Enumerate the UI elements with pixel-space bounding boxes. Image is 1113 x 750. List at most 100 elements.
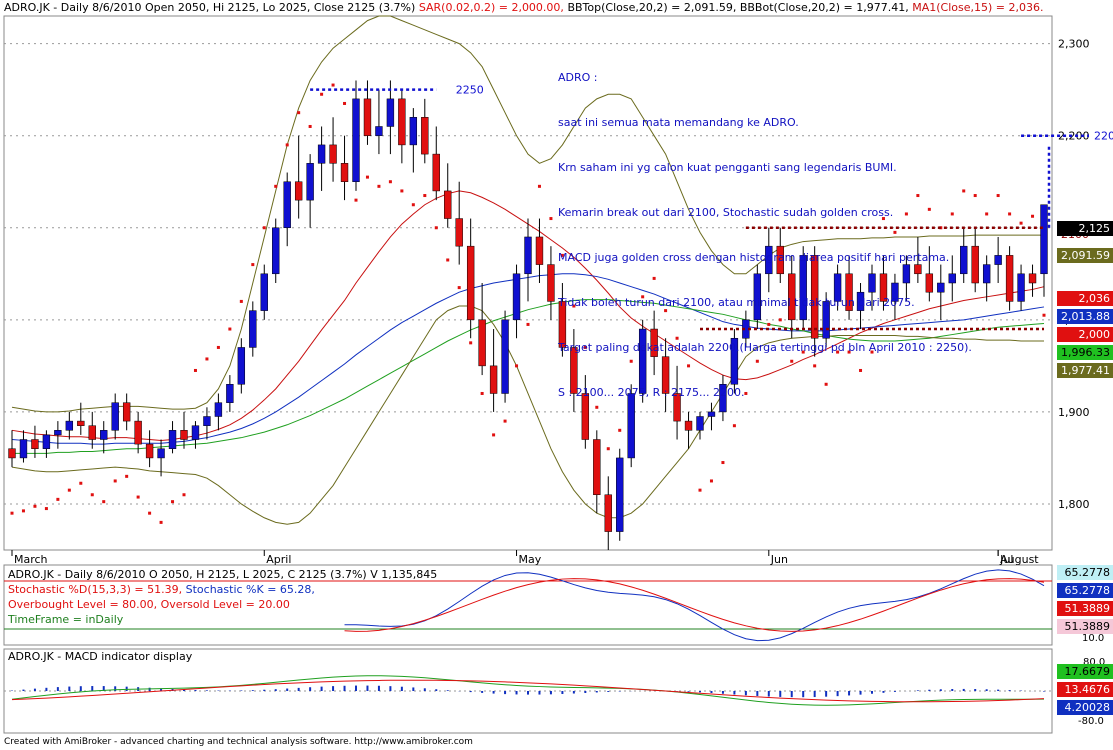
candle-body	[489, 365, 498, 394]
sar-dot	[721, 461, 725, 465]
candle-body	[765, 245, 773, 275]
sar-dot	[148, 511, 152, 515]
price-panel-frame	[3, 15, 1053, 551]
sar-dot	[859, 368, 863, 372]
candle-body	[386, 98, 395, 127]
sar-dot	[515, 364, 519, 368]
candle-body	[902, 264, 911, 284]
candle-body	[31, 439, 39, 449]
stoch-k: Stochastic %K = 65.28,	[185, 583, 315, 596]
sar-dot	[136, 495, 140, 499]
candle-body	[673, 393, 681, 422]
sar-dot	[583, 345, 587, 349]
stoch-levels: Overbought Level = 80.00, Oversold Level…	[8, 598, 290, 611]
candle-body	[375, 126, 383, 136]
sar-dot	[813, 364, 817, 368]
sar-dot	[904, 212, 908, 216]
macd-axis-top: 80.0	[1083, 657, 1106, 668]
candle-body	[42, 434, 51, 449]
sar-dot	[251, 263, 255, 267]
candle-body	[581, 393, 590, 440]
candle-body	[237, 347, 246, 385]
candle-body	[249, 310, 257, 348]
sar-dot	[732, 424, 736, 428]
sar-dot	[767, 322, 771, 326]
candle-body	[696, 416, 704, 431]
sar-dot	[320, 92, 324, 96]
badge-bbbot: 1,977.41	[1057, 363, 1113, 378]
sar-dot	[526, 322, 530, 326]
candle-body	[570, 347, 578, 394]
series-line	[11, 305, 1044, 525]
series-line	[11, 15, 1044, 413]
sar-dot	[400, 189, 404, 193]
macd-line	[11, 675, 1045, 706]
candle-body	[77, 420, 85, 426]
sar-dot	[537, 184, 541, 188]
candle-body	[432, 153, 440, 192]
badge-ma: 2,036	[1057, 291, 1113, 306]
stoch-values: Stochastic %D(15,3,3) = 51.39, Stochasti…	[8, 583, 315, 596]
sar-dot	[744, 391, 748, 395]
sar-dot	[1031, 214, 1035, 218]
candle-body	[891, 282, 899, 302]
note-line: ADRO :	[558, 71, 598, 84]
candle-body	[122, 402, 131, 422]
sar-dot	[469, 341, 473, 345]
note-line: Tidak boleh turun dari 2100, atau minima…	[558, 296, 915, 309]
sar-dot	[446, 258, 450, 262]
stoch-badge-3: 51.3889	[1057, 601, 1113, 616]
sar-dot	[503, 419, 507, 423]
stoch-panel-frame	[3, 564, 1053, 646]
sar-dot	[171, 500, 175, 504]
candle-body	[168, 430, 177, 449]
price-tick-label: 1,800	[1058, 498, 1090, 511]
macd-signal-line	[11, 679, 1045, 703]
candle-body	[616, 457, 624, 532]
sar-dot	[595, 405, 599, 409]
sar-dot	[21, 509, 25, 513]
sar-dot	[205, 357, 209, 361]
macd-badge-2: 13.4676	[1057, 682, 1113, 697]
candle-body	[650, 328, 658, 357]
sar-dot	[343, 101, 347, 105]
candle-body	[638, 328, 647, 394]
candle-body	[879, 273, 888, 302]
sar-dot	[492, 433, 496, 437]
price-tick-label: 2,300	[1058, 38, 1090, 51]
candle-body	[340, 163, 349, 182]
sar-dot	[709, 479, 713, 483]
sar-dot	[113, 479, 117, 483]
candle-body	[982, 264, 991, 284]
sar-dot	[629, 359, 633, 363]
candle-body	[329, 144, 337, 164]
candle-body	[730, 337, 739, 385]
candle-body	[134, 420, 142, 445]
note-line: MACD juga golden cross dengan histogram …	[558, 251, 950, 264]
price-header: ADRO.JK - Daily 8/6/2010 Open 2050, Hi 2…	[4, 1, 1044, 14]
candle-body	[627, 393, 635, 459]
sar-dot	[675, 336, 679, 340]
candle-body	[54, 430, 62, 436]
footer-credit: Created with AmiBroker - advanced charti…	[4, 737, 473, 747]
bbbot-value: BBBot(Close,20,2) = 1,977.41,	[739, 1, 909, 14]
candle-body	[19, 439, 28, 459]
candle-body	[478, 319, 486, 367]
candle-body	[272, 227, 280, 275]
sar-dot	[1019, 221, 1023, 225]
candle-body	[1028, 273, 1037, 284]
sar-dot	[239, 299, 243, 303]
candle-body	[535, 236, 544, 265]
sar-dot	[193, 368, 197, 372]
sar-dot	[159, 520, 163, 524]
month-label: May	[519, 553, 542, 566]
candle-body	[363, 98, 372, 136]
sar-dot	[331, 83, 335, 87]
candle-body	[88, 425, 96, 440]
month-label: August	[1000, 553, 1039, 566]
badge-ma3: 1,996.33	[1057, 345, 1113, 360]
symbol-info: ADRO.JK - Daily 8/6/2010 Open 2050, Hi 2…	[4, 1, 416, 14]
stoch-badge-2: 65.2778	[1057, 583, 1113, 598]
